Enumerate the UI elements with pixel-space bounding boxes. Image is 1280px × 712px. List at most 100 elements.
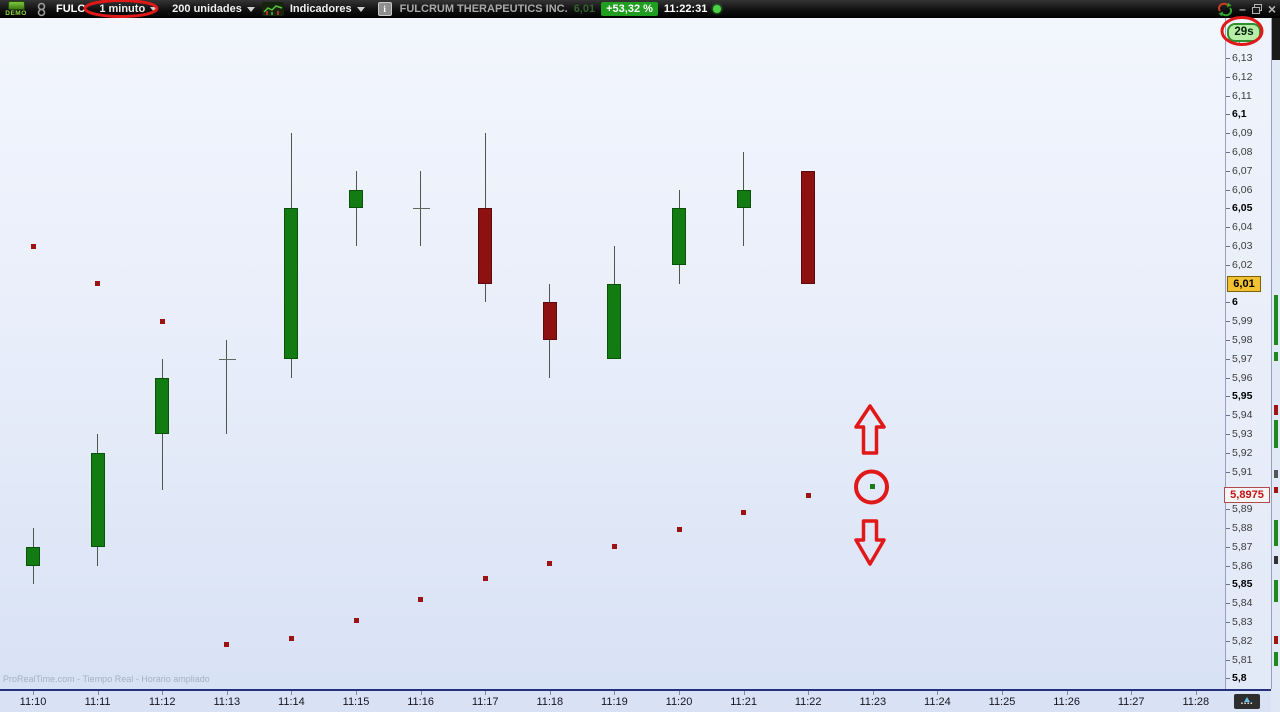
price-tick-mark — [1226, 603, 1230, 605]
candle-body — [478, 208, 493, 284]
overview-strip-header — [1272, 18, 1280, 60]
price-tick-mark — [1226, 565, 1230, 567]
time-tick-mark — [937, 691, 939, 695]
price-axis[interactable] — [1225, 18, 1272, 689]
price-tick-mark — [1226, 452, 1230, 454]
price-tick-mark — [1226, 622, 1230, 623]
last-price-axis-badge: 6,01 — [1227, 275, 1261, 292]
price-tick-label: 5,98 — [1232, 334, 1253, 346]
time-tick-label: 11:16 — [407, 696, 434, 708]
info-icon[interactable]: i — [377, 2, 392, 16]
candle-body — [736, 189, 751, 209]
price-tick-label: 5,85 — [1232, 578, 1253, 591]
candle-wick — [355, 170, 357, 246]
units-dropdown[interactable]: 200 unidades — [172, 3, 255, 15]
chevron-down-icon — [246, 6, 255, 12]
sar-dot — [741, 510, 747, 516]
time-tick-mark — [808, 691, 810, 695]
restore-button[interactable] — [1251, 4, 1262, 14]
time-axis[interactable] — [0, 689, 1271, 712]
price-tick-label: 5,81 — [1232, 653, 1253, 666]
price-tick-label: 5,97 — [1232, 352, 1253, 365]
price-tick-label: 5,96 — [1232, 371, 1253, 384]
time-tick-label: 11:23 — [859, 696, 887, 708]
doji-cross — [218, 358, 236, 360]
close-icon[interactable]: × — [1267, 1, 1276, 17]
price-tick-label: 6,08 — [1232, 146, 1253, 158]
candle-body — [801, 170, 816, 284]
watermark: ProRealTime.com - Tiempo Real - Horario … — [3, 674, 210, 684]
candle-body — [349, 189, 363, 209]
toolbar-last-price: 6,01 — [573, 3, 596, 15]
price-tick-label: 5,8 — [1232, 672, 1247, 685]
candle-body — [284, 208, 299, 359]
candle-body — [90, 452, 105, 547]
up-arrow-icon — [1244, 697, 1250, 702]
time-tick-label: 11:22 — [794, 696, 822, 708]
overview-mark — [1274, 470, 1278, 478]
price-tick-label: 6,06 — [1232, 183, 1253, 196]
chevron-down-icon — [150, 6, 159, 12]
minimize-button[interactable]: – — [1239, 2, 1246, 16]
price-tick-mark — [1226, 208, 1230, 210]
time-tick-label: 11:11 — [84, 696, 111, 708]
price-tick-mark — [1226, 152, 1230, 153]
time-tick-label: 11:18 — [536, 696, 564, 708]
price-tick-mark — [1226, 509, 1230, 511]
link-icon[interactable] — [36, 2, 47, 17]
price-tick-mark — [1226, 170, 1230, 172]
time-tick-mark — [1131, 691, 1133, 695]
price-tick-mark — [1226, 546, 1230, 548]
time-tick-mark — [162, 691, 164, 695]
timeframe-dropdown[interactable]: 1 minuto — [99, 3, 159, 15]
sar-dot — [95, 281, 101, 287]
overview-mark — [1274, 580, 1278, 602]
refresh-sync-icon[interactable] — [1217, 2, 1233, 17]
doji-cross — [412, 208, 430, 210]
price-tick-label: 6 — [1232, 296, 1238, 309]
candle-body — [672, 208, 686, 265]
sar-dot — [418, 596, 424, 602]
time-tick-mark — [1195, 691, 1197, 695]
overview-mark — [1274, 405, 1278, 415]
price-tick-mark — [1226, 302, 1230, 304]
price-tick-label: 5,93 — [1232, 428, 1253, 440]
time-tick-label: 11:15 — [342, 696, 370, 708]
price-tick-mark — [1226, 659, 1230, 661]
price-tick-mark — [1226, 189, 1230, 191]
price-tick-mark — [1226, 264, 1230, 266]
sar-dot — [288, 636, 294, 642]
price-tick-mark — [1226, 95, 1230, 97]
chart-style-icon[interactable] — [261, 2, 284, 16]
indicators-dropdown[interactable]: Indicadores — [290, 3, 365, 15]
axis-settings-icon[interactable]: ▪▪▪▪ — [1234, 694, 1260, 709]
price-tick-mark — [1226, 58, 1230, 59]
overview-mark — [1274, 420, 1278, 448]
time-tick-mark — [1066, 691, 1068, 695]
time-tick-label: 11:12 — [148, 696, 176, 708]
time-tick-mark — [1002, 691, 1003, 695]
sar-dot — [870, 484, 876, 490]
price-tick-label: 6,09 — [1232, 127, 1253, 140]
overview-mark — [1274, 520, 1278, 546]
sar-dot — [224, 642, 230, 648]
price-tick-label: 6,04 — [1232, 221, 1253, 234]
candle-body — [542, 302, 557, 340]
time-tick-mark — [549, 691, 551, 695]
price-tick-mark — [1226, 340, 1230, 341]
price-tick-label: 5,86 — [1232, 559, 1253, 572]
price-tick-label: 5,95 — [1232, 390, 1253, 403]
time-tick-label: 11:24 — [924, 696, 951, 708]
time-tick-mark — [33, 691, 34, 695]
price-tick-label: 6,11 — [1232, 89, 1252, 102]
price-tick-mark — [1226, 114, 1230, 116]
price-tick-label: 5,87 — [1232, 540, 1253, 553]
overview-mark — [1274, 352, 1278, 361]
time-tick-mark — [743, 691, 745, 695]
price-tick-label: 5,84 — [1232, 597, 1253, 610]
clock: 11:22:31 — [663, 3, 708, 15]
connection-status-dot — [713, 5, 722, 13]
price-tick-label: 6,13 — [1232, 52, 1253, 64]
instrument-name: FULCRUM THERAPEUTICS INC. — [399, 3, 568, 15]
price-tick-label: 5,89 — [1232, 503, 1253, 516]
